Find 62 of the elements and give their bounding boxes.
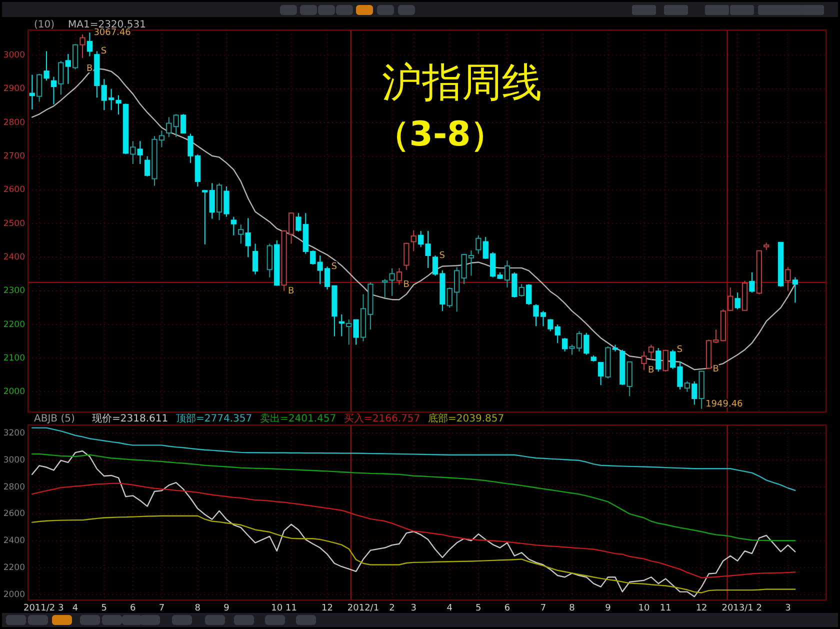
y-tick-label: 2100 [3, 353, 25, 364]
x-tick-label: 3 [58, 603, 64, 614]
x-tick-label: 8 [194, 603, 201, 614]
x-tick-label: 10 [638, 603, 650, 614]
x-tick-label: 7 [158, 603, 165, 614]
annotation: B [288, 286, 294, 296]
y-tick-label: 2600 [3, 509, 25, 520]
y-tick-label: 2400 [3, 252, 25, 263]
legend-title: (10) [34, 20, 55, 31]
x-tick-label: 2013/1 [722, 603, 754, 614]
annotation: B [86, 64, 93, 74]
x-tick-label: 11 [660, 603, 672, 614]
x-tick-label: 2012/1 [347, 603, 380, 614]
text: 顶部=2774.357 [176, 412, 252, 425]
annotation: B [648, 365, 654, 376]
text: 底部=2039.857 [428, 412, 504, 425]
y-tick-label: 2000 [3, 590, 25, 600]
x-tick-label: 3 [785, 603, 791, 614]
x-tick-label: 5 [476, 603, 482, 614]
x-tick-label: 12 [696, 603, 708, 614]
y-tick-label: 2600 [3, 185, 25, 196]
x-tick-label: 10 [271, 603, 283, 614]
x-tick-label: 6 [130, 603, 136, 614]
y-tick-label: 2800 [3, 118, 25, 128]
y-tick-label: 3000 [3, 455, 25, 466]
x-tick-label: 7 [540, 603, 546, 614]
x-tick-label: 12 [322, 603, 333, 614]
x-tick-label: 4 [72, 603, 78, 614]
text: 沪指周线 [382, 60, 542, 106]
x-tick-label: 11 [286, 603, 297, 614]
x-tick-label: 9 [605, 603, 612, 614]
y-tick-label: 2200 [3, 320, 25, 330]
annotation: S [439, 250, 446, 261]
annotation: S [331, 262, 338, 272]
text: （3-8） [375, 114, 505, 154]
y-tick-label: 2000 [3, 387, 25, 398]
y-tick-label: 2300 [3, 286, 25, 296]
text: 卖出=2401.457 [260, 412, 336, 425]
text: 买入=2166.757 [344, 412, 420, 425]
text: 现价=2318.611 [92, 412, 168, 425]
y-tick-label: 2900 [3, 84, 25, 94]
x-tick-label: 2 [389, 603, 395, 614]
x-tick-label: 5 [101, 603, 107, 614]
y-tick-label: 2500 [3, 218, 25, 229]
x-tick-label: 3 [410, 603, 416, 614]
annotation: S [100, 46, 107, 57]
annotation: B [712, 364, 719, 374]
y-tick-label: 3000 [3, 50, 25, 61]
x-tick-label: 2011/2 [23, 603, 56, 614]
x-tick-label: 4 [446, 603, 453, 614]
y-tick-label: 2700 [3, 152, 25, 162]
legend-title: ABJB (5) [34, 414, 75, 425]
y-tick-label: 3200 [3, 428, 25, 438]
annotation: S [676, 345, 683, 356]
annotation: B [403, 280, 410, 290]
y-tick-label: 2400 [3, 536, 25, 546]
x-tick-label: 6 [504, 603, 510, 614]
y-tick-label: 2800 [3, 482, 25, 492]
x-tick-label: 2 [756, 603, 762, 614]
x-tick-label: 8 [569, 603, 576, 614]
x-tick-label: 9 [224, 603, 230, 614]
y-tick-label: 2200 [3, 563, 25, 574]
